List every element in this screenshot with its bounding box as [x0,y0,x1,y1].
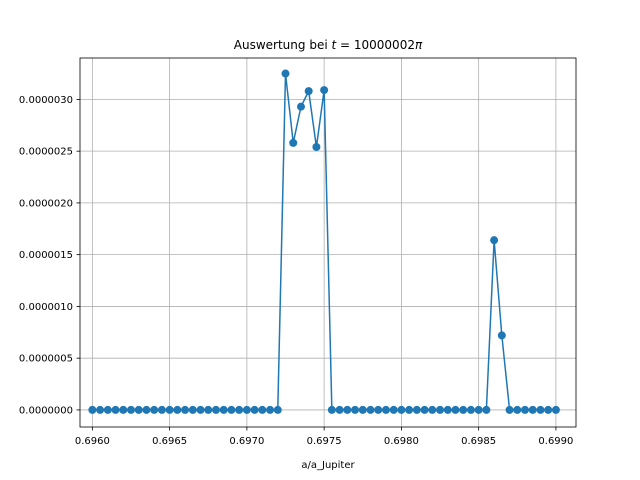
x-tick-label: 0.6980 [384,436,419,447]
chart-title: Auswertung bei t = 10000002π [234,38,423,52]
y-tick-label: 0.0000000 [19,405,73,416]
data-point [482,405,491,414]
data-point [374,405,383,414]
data-point [88,405,97,414]
data-point [451,405,460,414]
data-point [490,236,499,245]
data-point [551,405,560,414]
data-point [196,405,205,414]
y-tick-label: 0.0000020 [19,198,73,209]
x-tick-label: 0.6990 [538,436,573,447]
plot-frame [79,57,577,428]
data-point [474,405,483,414]
data-point [412,405,421,414]
grid [80,58,576,427]
y-tick-label: 0.0000005 [19,354,73,365]
data-point [281,69,290,78]
x-tick-label: 0.6965 [152,436,187,447]
data-point [497,331,506,340]
data-point [428,405,437,414]
data-point [219,405,228,414]
y-tick-label: 0.0000030 [19,95,73,106]
data-point [157,405,166,414]
data-point [165,405,174,414]
y-axis: 0.0000000 0.0000005 0.0000010 0.0000015 0.00… [19,95,80,416]
data-point [389,405,398,414]
x-axis: 0.6960 0.6965 0.6970 0.6975 0.6980 0.6985 0.69… [75,427,573,447]
data-point [296,102,305,111]
data-point [188,405,197,414]
data-point [273,405,282,414]
series-layer [88,69,560,414]
data-point [134,405,143,414]
y-tick-label: 0.0000025 [19,147,73,158]
data-point [536,405,545,414]
data-point [343,405,352,414]
data-point [381,405,390,414]
data-point [111,405,120,414]
x-axis-label: a/a_Jupiter [301,460,355,471]
x-tick-label: 0.6975 [307,436,342,447]
data-point [211,405,220,414]
data-point [351,405,360,414]
data-point [312,143,321,152]
data-point [204,405,213,414]
data-point [142,405,151,414]
data-point [459,405,468,414]
data-point [250,405,259,414]
data-point [521,405,530,414]
data-point [335,405,344,414]
data-point [320,86,329,95]
x-tick-label: 0.6985 [461,436,496,447]
data-point [266,405,275,414]
data-point [397,405,406,414]
data-point [119,405,128,414]
y-tick-label: 0.0000010 [19,302,73,313]
data-point [358,405,367,414]
data-point [173,405,182,414]
data-point [405,405,414,414]
y-tick-label: 0.0000015 [19,250,73,261]
data-point [126,405,135,414]
data-point [150,405,159,414]
x-tick-label: 0.6970 [229,436,264,447]
x-tick-label: 0.6960 [75,436,110,447]
data-point [443,405,452,414]
data-point [289,138,298,147]
data-point [227,405,236,414]
data-point [242,405,251,414]
data-point [544,405,553,414]
data-point [466,405,475,414]
data-point [528,405,537,414]
data-point [96,405,105,414]
data-point [181,405,190,414]
data-point [505,405,514,414]
data-point [235,405,244,414]
data-point [366,405,375,414]
data-point [436,405,445,414]
data-point [304,87,313,96]
data-point [258,405,267,414]
data-point [327,405,336,414]
data-point [513,405,522,414]
data-point [420,405,429,414]
data-point [103,405,112,414]
